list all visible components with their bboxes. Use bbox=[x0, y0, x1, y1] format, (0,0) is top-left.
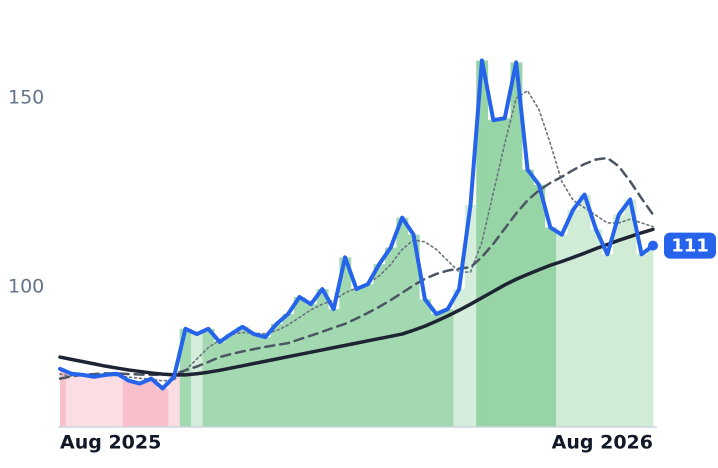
price-zone bbox=[590, 229, 603, 427]
price-zone bbox=[373, 264, 386, 427]
price-zone bbox=[88, 376, 101, 427]
price-zone bbox=[453, 289, 466, 427]
price-zone bbox=[442, 309, 454, 427]
value-label: 111 bbox=[671, 236, 709, 257]
price-zone bbox=[156, 388, 169, 427]
x-tick-label: Aug 2025 bbox=[60, 432, 161, 454]
price-zone bbox=[510, 62, 523, 428]
price-zone bbox=[293, 297, 306, 427]
price-zone bbox=[533, 184, 546, 427]
price-zone bbox=[624, 199, 637, 427]
price-zone bbox=[578, 194, 591, 427]
price-zone bbox=[476, 60, 489, 428]
last-point bbox=[648, 240, 658, 251]
price-zone bbox=[601, 254, 614, 427]
price-zone bbox=[647, 245, 654, 427]
price-zone bbox=[419, 299, 432, 427]
price-zone bbox=[567, 209, 580, 427]
price-zone bbox=[339, 257, 352, 427]
price-zone bbox=[145, 378, 158, 427]
price-zone bbox=[316, 289, 329, 427]
value-badge bbox=[664, 232, 716, 259]
price-zone bbox=[613, 214, 625, 427]
price-zone bbox=[168, 376, 181, 427]
price-zone bbox=[350, 289, 363, 427]
price-line bbox=[58, 227, 655, 377]
price-zone bbox=[362, 284, 375, 427]
price-zone bbox=[464, 204, 477, 427]
price-zone bbox=[225, 334, 238, 427]
price-zone bbox=[65, 373, 78, 427]
price-zone bbox=[248, 334, 261, 427]
price-zone bbox=[305, 304, 318, 427]
price-zone bbox=[134, 383, 147, 427]
price-zone bbox=[236, 326, 249, 427]
y-tick-label: 150 bbox=[8, 87, 44, 109]
price-line bbox=[58, 58, 655, 391]
price-zone bbox=[396, 217, 409, 427]
price-zone bbox=[99, 374, 112, 427]
price-zone bbox=[202, 328, 215, 427]
price-zone bbox=[179, 328, 192, 427]
price-zone bbox=[556, 234, 568, 427]
price-zone bbox=[259, 337, 272, 427]
price-zone bbox=[111, 373, 124, 427]
x-tick-label: Aug 2026 bbox=[552, 432, 653, 454]
price-zone bbox=[77, 374, 90, 427]
price-zone bbox=[430, 314, 443, 427]
price-zone bbox=[521, 169, 534, 427]
price-zone bbox=[270, 323, 283, 427]
price-zone bbox=[213, 341, 226, 427]
price-zone bbox=[499, 118, 511, 428]
price-zone bbox=[487, 120, 500, 427]
price-zone bbox=[635, 254, 648, 427]
price-zone bbox=[282, 314, 295, 427]
price-zone bbox=[191, 334, 204, 427]
price-zone bbox=[327, 309, 340, 427]
price-zone bbox=[60, 368, 67, 427]
price-zone bbox=[122, 380, 135, 427]
y-tick-label: 100 bbox=[8, 276, 44, 298]
price-zone bbox=[544, 227, 557, 427]
